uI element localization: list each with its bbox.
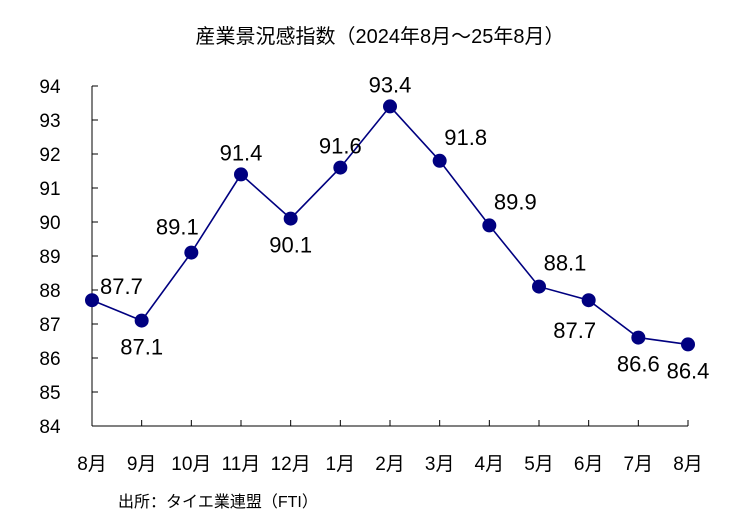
data-point-marker: [631, 330, 646, 345]
x-tick-label: 11月: [222, 454, 261, 475]
y-tick-label: 87: [39, 315, 60, 336]
data-point-marker: [134, 313, 149, 328]
y-tick-label: 93: [39, 111, 60, 132]
data-point-marker: [234, 167, 248, 182]
data-point-marker: [432, 153, 447, 168]
data-point-marker: [85, 293, 99, 308]
y-tick-label: 84: [39, 417, 61, 438]
y-tick-label: 88: [39, 281, 60, 302]
x-tick-label: 7月: [624, 454, 654, 475]
data-label: 87.7: [553, 318, 596, 343]
x-tick-label: 8月: [673, 454, 703, 475]
y-tick-label: 89: [39, 247, 60, 268]
data-label: 91.6: [319, 134, 362, 159]
data-point-marker: [532, 279, 546, 294]
x-tick-label: 6月: [574, 454, 604, 475]
data-label: 88.1: [544, 251, 587, 276]
data-point-marker: [184, 245, 199, 260]
source-note: 出所：タイエ業連盟（FTI）: [118, 494, 318, 511]
x-tick-label: 1月: [326, 454, 356, 475]
data-label: 91.4: [220, 140, 263, 165]
x-tick-label: 12月: [271, 454, 311, 475]
data-point-marker: [581, 293, 596, 308]
x-tick-label: 10月: [171, 454, 211, 475]
data-point-marker: [333, 160, 348, 175]
x-tick-label: 2月: [375, 454, 405, 475]
data-label: 89.9: [494, 189, 537, 214]
x-tick-label: 4月: [475, 454, 505, 475]
y-tick-label: 91: [39, 179, 60, 200]
y-tick-label: 92: [39, 145, 60, 166]
data-point-marker: [482, 218, 497, 233]
y-tick-label: 85: [39, 383, 60, 404]
data-label: 89.1: [156, 215, 199, 240]
data-point-marker: [383, 99, 397, 114]
data-label: 86.4: [667, 358, 710, 383]
y-tick-label: 90: [39, 213, 60, 234]
chart-title: 産業景況感指数（2024年8月～25年8月）: [195, 26, 565, 48]
x-tick-label: 9月: [127, 454, 157, 475]
data-label: 87.7: [100, 274, 143, 299]
data-label: 90.1: [269, 233, 312, 258]
y-tick-label: 94: [39, 77, 61, 98]
data-point-marker: [283, 211, 298, 226]
x-tick-label: 8月: [77, 454, 107, 475]
data-label: 93.4: [369, 72, 412, 97]
x-tick-label: 3月: [425, 454, 455, 475]
y-tick-label: 86: [39, 349, 60, 370]
x-tick-label: 5月: [524, 454, 554, 475]
data-label: 87.1: [120, 335, 163, 360]
data-label: 91.8: [444, 125, 487, 150]
data-label: 86.6: [617, 352, 660, 377]
data-point-marker: [681, 337, 695, 352]
